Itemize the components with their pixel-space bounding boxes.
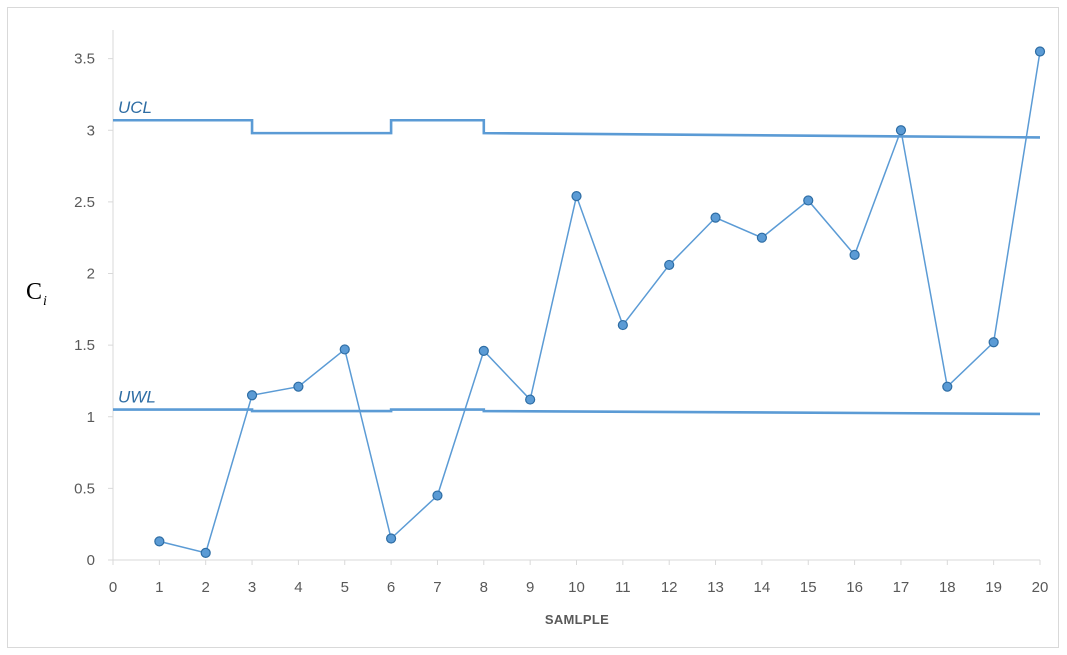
x-tick-label: 1	[155, 579, 163, 596]
x-tick-label: 3	[248, 579, 256, 596]
y-tick-label: 2.5	[74, 194, 95, 211]
x-tick-label: 0	[109, 579, 117, 596]
x-tick-label: 13	[707, 579, 724, 596]
data-point	[617, 319, 628, 331]
limit-label-ucl: UCL	[118, 98, 152, 117]
x-tick-label: 10	[568, 579, 585, 596]
y-tick-label: 0.5	[74, 480, 95, 497]
y-tick-label: 3	[87, 122, 95, 139]
x-tick-label: 18	[939, 579, 956, 596]
series-points	[154, 46, 1046, 558]
data-point	[386, 533, 397, 544]
data-point	[710, 212, 721, 223]
x-tick-label: 11	[615, 579, 631, 596]
x-tick-label: 19	[985, 579, 1002, 596]
y-tick-label: 1.5	[74, 337, 95, 354]
series-line	[159, 51, 1041, 554]
x-tick-label: 9	[526, 579, 534, 596]
y-axis-title: Ci	[26, 279, 47, 309]
x-tick-label: 6	[387, 579, 395, 596]
data-point	[988, 337, 999, 348]
y-tick-label: 0	[87, 552, 95, 569]
data-point	[803, 195, 814, 206]
data-point	[664, 259, 675, 271]
x-tick-label: 20	[1032, 579, 1049, 596]
data-point	[895, 125, 907, 136]
limit-label-uwl: UWL	[118, 388, 156, 407]
data-point	[339, 344, 350, 355]
x-axis-title: SAMLPLE	[545, 612, 609, 627]
y-tick-label: 1	[87, 409, 95, 426]
y-axis-title-main: C	[26, 279, 42, 305]
x-tick-label: 12	[661, 579, 678, 596]
x-tick-label: 17	[893, 579, 910, 596]
y-tick-label: 2	[87, 266, 95, 283]
x-tick-label: 16	[846, 579, 863, 596]
data-point	[525, 394, 536, 405]
data-point	[432, 490, 443, 501]
data-point	[293, 381, 304, 392]
data-point	[1034, 46, 1046, 57]
y-tick-label: 3.5	[74, 51, 95, 68]
x-tick-labels: 0 1 2 3 4 5 6 7 8 9 10 11 12 13 14 15 16 17 18 19 20	[109, 560, 1049, 596]
data-point	[942, 381, 953, 392]
data-point	[849, 249, 860, 260]
x-tick-label: 5	[341, 579, 349, 596]
limit-line-ucl	[113, 118, 1041, 139]
limit-lines: UCL UWL	[113, 98, 1041, 416]
x-tick-label: 14	[754, 579, 771, 596]
limit-line-uwl	[113, 408, 1041, 416]
axes	[112, 30, 1040, 561]
x-tick-label: 15	[800, 579, 817, 596]
y-axis-title-subscript: i	[43, 294, 47, 309]
x-tick-label: 8	[480, 579, 488, 596]
y-tick-labels: 0 0.5 1 1.5 2 2.5 3 3.5	[74, 51, 113, 569]
series-polyline	[159, 51, 1041, 554]
chart-frame	[7, 7, 1059, 648]
data-point	[246, 390, 258, 401]
data-point	[478, 345, 489, 356]
x-tick-label: 4	[294, 579, 302, 596]
x-tick-label: 7	[433, 579, 441, 596]
data-point	[571, 191, 582, 202]
data-point	[756, 232, 768, 243]
x-tick-label: 2	[202, 579, 210, 596]
data-point	[154, 536, 165, 547]
data-point	[200, 547, 211, 558]
